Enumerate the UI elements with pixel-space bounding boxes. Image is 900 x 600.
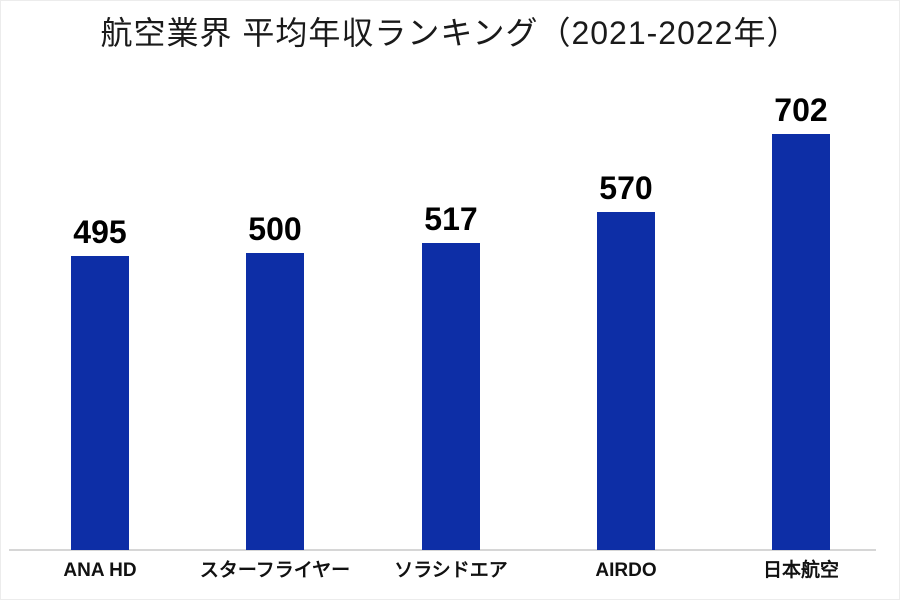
- category-label: 日本航空: [762, 560, 839, 581]
- bar-value-label: 500: [248, 211, 302, 247]
- bar: [246, 253, 304, 550]
- bar: [597, 212, 655, 550]
- category-label: AIRDO: [595, 560, 657, 581]
- bar: [71, 256, 129, 550]
- bar-value-label: 570: [599, 170, 653, 206]
- bar-value-label: 702: [774, 92, 828, 128]
- category-label: ソラシドエア: [394, 560, 508, 581]
- bar: [772, 134, 830, 550]
- category-label: ANA HD: [63, 560, 137, 581]
- bar: [422, 243, 480, 550]
- bar-value-label: 517: [424, 201, 478, 237]
- bar-value-label: 495: [73, 214, 127, 250]
- category-label: スターフライヤー: [199, 560, 351, 581]
- chart-title: 航空業界 平均年収ランキング（2021-2022年）: [100, 15, 800, 51]
